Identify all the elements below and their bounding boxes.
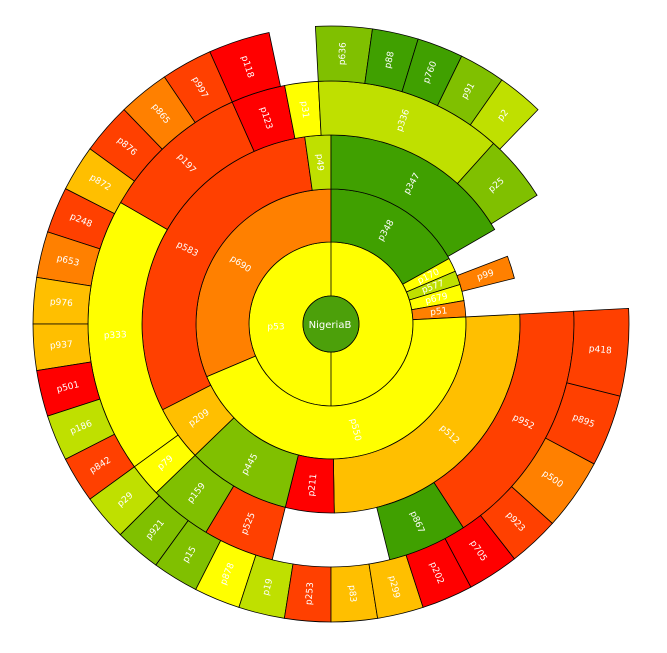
sunburst-slice-p118 xyxy=(209,32,281,103)
sunburst-slice-p705 xyxy=(444,514,516,588)
sunburst-slices xyxy=(32,25,630,623)
sunburst-slice-p2 xyxy=(469,79,539,150)
sunburst-slice-p500 xyxy=(511,437,595,524)
sunburst-slice-p253 xyxy=(283,563,332,623)
sunburst-slice-p299 xyxy=(368,554,424,619)
sunburst-label-p211: p211 xyxy=(307,473,320,497)
sunburst-slice-p202 xyxy=(405,538,472,608)
sunburst-slice-p937 xyxy=(32,323,92,372)
sunburst-slice-p29 xyxy=(89,466,160,536)
sunburst-slice-p895 xyxy=(545,382,621,465)
sunburst-slice-p653 xyxy=(36,231,101,287)
sunburst-slice-p99 xyxy=(456,255,515,292)
sunburst-slice-p865 xyxy=(123,76,196,150)
sunburst-slice-p418 xyxy=(566,307,630,397)
sunburst-slice-p19 xyxy=(238,554,294,619)
sunburst-slice-p186 xyxy=(47,398,116,460)
sunburst-label-p19: p19 xyxy=(261,577,275,596)
root-label: NigeriaB xyxy=(309,320,352,331)
sunburst-slice-p876 xyxy=(89,109,163,182)
sunburst-label-p636: p636 xyxy=(338,42,349,66)
sunburst-label-p88: p88 xyxy=(383,50,397,69)
sunburst-label-p937: p937 xyxy=(50,340,74,352)
sunburst-slice-p842 xyxy=(64,433,135,500)
sunburst-label-p418: p418 xyxy=(588,344,612,356)
sunburst-label-p253: p253 xyxy=(304,582,316,606)
sunburst-slice-p976 xyxy=(32,276,92,325)
root-node xyxy=(302,295,360,353)
sunburst-slice-p501 xyxy=(36,361,101,417)
sunburst-label-p333: p333 xyxy=(104,330,127,341)
sunburst-label-p83: p83 xyxy=(346,585,357,603)
sunburst-label-p53: p53 xyxy=(267,323,284,333)
sunburst-slice-p248 xyxy=(47,188,116,250)
sunburst-slice-p83 xyxy=(330,563,379,623)
sunburst-label-p31: p31 xyxy=(298,101,310,119)
sunburst-label-p99: p99 xyxy=(476,268,496,283)
sunburst-slice-p25 xyxy=(456,142,538,225)
sunburst-label-p51: p51 xyxy=(430,306,448,318)
sunburst-slice-p923 xyxy=(480,486,554,560)
sunburst-slice-p878 xyxy=(195,539,257,608)
sunburst-label-p976: p976 xyxy=(49,297,73,309)
sunburst-label-p49: p49 xyxy=(314,154,325,172)
sunburst-slice-p997 xyxy=(163,51,233,124)
sunburst-slice-p921 xyxy=(119,495,189,566)
